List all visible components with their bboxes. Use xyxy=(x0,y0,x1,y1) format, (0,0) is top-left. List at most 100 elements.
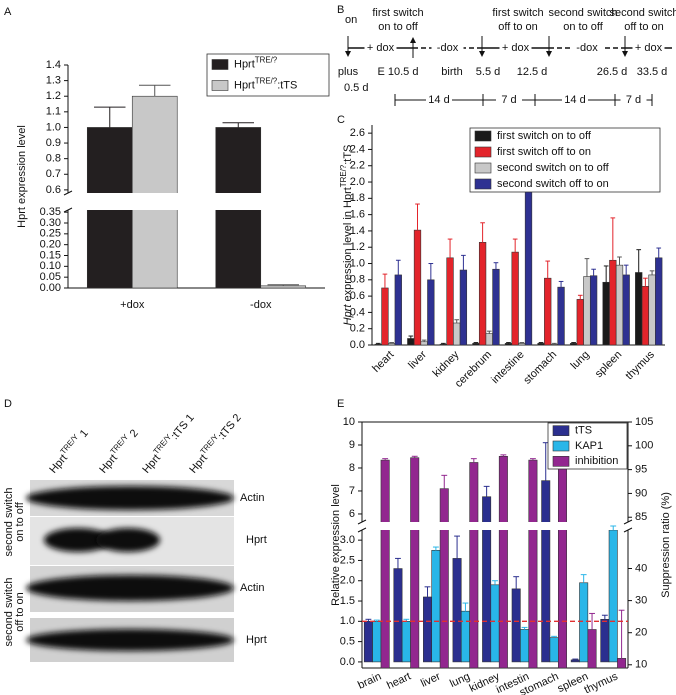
legend-box xyxy=(469,127,661,193)
lane-label: HprtTRE/Y 1 xyxy=(45,425,91,475)
y-tick-label: 0.6 xyxy=(46,184,61,196)
text-part: Hprt xyxy=(234,58,255,70)
bar xyxy=(439,343,448,346)
y2-tick-label: 85 xyxy=(635,511,647,523)
legend-label: HprtTRE/?:tTS xyxy=(234,77,297,92)
bar xyxy=(579,582,589,663)
y2-tick-label: 95 xyxy=(635,464,647,476)
y-tick-label: 1.3 xyxy=(46,75,61,87)
bar xyxy=(524,179,533,346)
error-bar xyxy=(138,84,171,97)
bar xyxy=(446,257,454,346)
y-tick-label: 0.25 xyxy=(40,228,61,240)
legend-swatch xyxy=(211,80,229,91)
y-tick-label: 0.7 xyxy=(46,168,61,180)
error-bar xyxy=(538,342,544,344)
text-part: TRE/? xyxy=(255,77,278,86)
y-tick-label: 0.5 xyxy=(340,636,355,648)
bar xyxy=(394,274,402,346)
error-bar xyxy=(551,635,558,638)
x-tick-label: +dox xyxy=(120,299,145,311)
error-bar xyxy=(513,576,520,589)
error-bar xyxy=(432,546,439,551)
error-bar xyxy=(552,342,557,345)
y-tick-label: 1.4 xyxy=(350,225,365,237)
y2-tick-label: 30 xyxy=(635,595,647,607)
y-tick-label: 1.8 xyxy=(350,192,365,204)
panel-label: E xyxy=(337,398,344,410)
y2-tick-label: 90 xyxy=(635,487,647,499)
y-tick-label: 0.20 xyxy=(40,239,61,251)
y-tick-label: 2.5 xyxy=(340,554,355,566)
bar xyxy=(511,588,521,663)
group-label: on to off xyxy=(14,501,26,541)
y-axis-label: Hprt expression level xyxy=(16,125,28,228)
bar xyxy=(576,299,584,346)
bar xyxy=(374,343,382,346)
error-bar xyxy=(454,535,461,559)
error-bar xyxy=(447,238,453,258)
bar xyxy=(427,279,435,346)
y2-tick-label: 20 xyxy=(635,627,647,639)
bar xyxy=(648,274,656,346)
bar xyxy=(439,488,449,669)
y-tick-label: 0.4 xyxy=(350,306,365,318)
bar xyxy=(393,568,403,663)
error-bar xyxy=(545,260,551,279)
bar xyxy=(423,596,433,663)
x-tick-label: spleen xyxy=(593,349,624,380)
error-bar xyxy=(529,458,536,461)
error-bar xyxy=(493,262,499,270)
label-bg xyxy=(431,41,464,55)
legend-swatch xyxy=(552,440,570,452)
x-tick-label: -dox xyxy=(250,299,272,311)
text-part: :tTS xyxy=(277,79,297,91)
arrow-head xyxy=(622,51,628,57)
bar xyxy=(401,621,411,663)
bar xyxy=(431,549,441,663)
bar xyxy=(511,251,519,346)
y2-tick-label: 100 xyxy=(635,440,653,452)
blot-band xyxy=(26,575,234,601)
error-bar xyxy=(441,474,448,489)
panel-label: D xyxy=(4,398,12,410)
switch-label: on to off xyxy=(563,21,603,33)
phase-label: + dox xyxy=(502,42,530,54)
error-bar xyxy=(649,270,655,275)
switch-label: off to on xyxy=(624,21,664,33)
blot-band xyxy=(96,528,160,552)
error-bar xyxy=(395,259,401,275)
label-bg xyxy=(364,41,397,55)
bar xyxy=(557,286,565,346)
y-tick-label: 0.0 xyxy=(340,656,355,668)
text-part: :tTS 1 xyxy=(169,412,197,442)
lane-label: HprtTRE/Y 2 xyxy=(95,425,141,475)
switch-label: on to off xyxy=(378,21,418,33)
error-bar xyxy=(408,335,414,339)
x-tick-label: brain xyxy=(356,670,383,691)
text-part: :tTS xyxy=(342,145,354,165)
duration-label: 14 d xyxy=(428,94,449,106)
panel-label: B xyxy=(337,4,344,16)
y-tick-label: 1.2 xyxy=(350,241,365,253)
bar xyxy=(498,455,508,669)
label-bg xyxy=(499,41,532,55)
arrow-head xyxy=(479,51,485,57)
bar xyxy=(387,343,396,346)
switch-label: second switch xyxy=(548,7,617,19)
legend-swatch xyxy=(474,130,492,142)
legend-swatch xyxy=(211,59,229,70)
error-bar xyxy=(365,618,372,622)
error-bar xyxy=(470,458,477,463)
legend-label: HprtTRE/? xyxy=(234,56,278,71)
y-tick-label: 0.30 xyxy=(40,217,61,229)
error-bar xyxy=(571,342,576,344)
bar xyxy=(372,621,382,663)
legend-swatch xyxy=(552,456,570,467)
duration-label: 7 d xyxy=(501,94,516,106)
bar xyxy=(528,459,538,669)
western-blot-image xyxy=(26,480,234,662)
bar xyxy=(600,618,610,663)
y-tick-label: 1.0 xyxy=(340,615,355,627)
